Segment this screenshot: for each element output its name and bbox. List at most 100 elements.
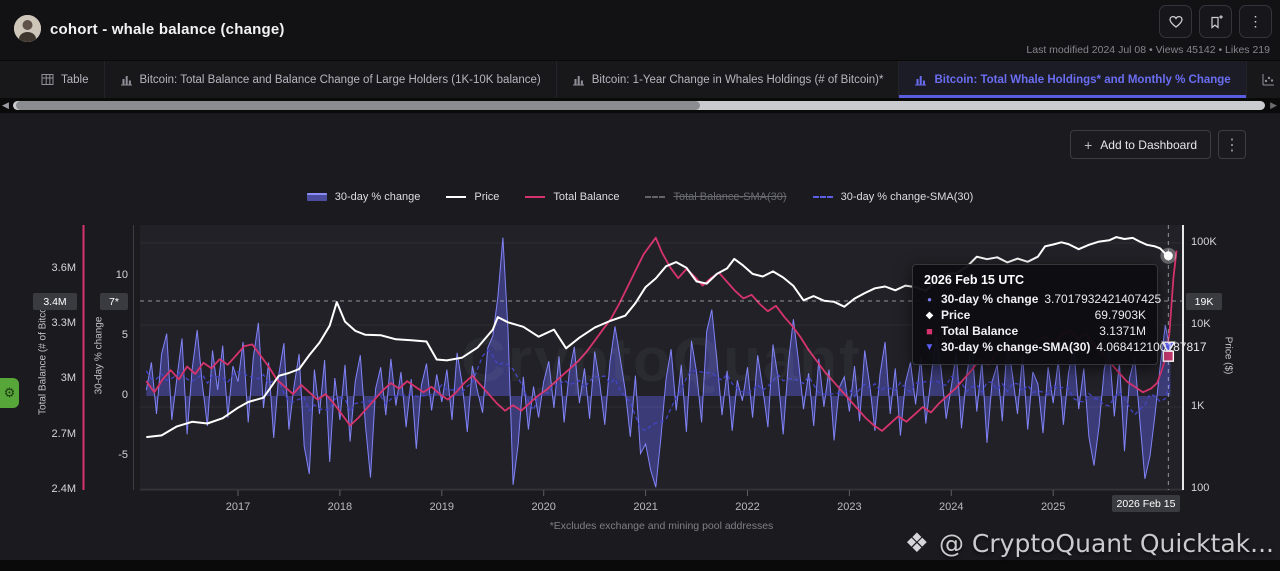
header-actions: ⋮	[1159, 5, 1272, 38]
user-avatar[interactable]	[14, 15, 41, 42]
tab-label: Bitcoin: 1-Year Change in Whales Holding…	[591, 73, 884, 86]
kebab-icon: ⋮	[1224, 136, 1240, 154]
year-tick-label: 2024	[939, 501, 964, 513]
tooltip-value: 4.068412100187817	[1096, 340, 1207, 354]
plus-icon: +	[1084, 136, 1093, 153]
tab-large-holders-balance[interactable]: Bitcoin: Total Balance and Balance Chang…	[105, 61, 557, 98]
tooltip-row: 30-day % change 3.7017932421407425	[924, 291, 1161, 307]
tooltip-label: 30-day % change-SMA(30)	[941, 340, 1091, 354]
table-icon	[41, 73, 54, 86]
legend-total-balance[interactable]: Total Balance	[525, 191, 619, 203]
scroll-right-arrow-icon[interactable]: ▶	[1270, 100, 1277, 110]
tab-table[interactable]: Table	[26, 61, 105, 98]
dashed-line-swatch-icon	[812, 196, 833, 198]
add-to-dashboard-button[interactable]: + Add to Dashboard	[1070, 130, 1211, 159]
balance-tick-label: 3M	[60, 372, 76, 385]
area-swatch-icon	[306, 193, 327, 201]
chart-options-button[interactable]: ⋮	[1218, 130, 1246, 159]
pct-change-line	[145, 237, 1171, 488]
diamond-marker-icon	[924, 309, 935, 321]
tooltip-row: Total Balance 3.1371M	[924, 323, 1146, 339]
chart-legend: 30-day % change Price Total Balance Tota…	[0, 191, 1280, 203]
tooltip-row: 30-day % change-SMA(30) 4.06841210018781…	[924, 339, 1207, 355]
bookmark-button[interactable]	[1199, 5, 1232, 38]
pct-sma-marker	[1161, 341, 1176, 354]
tooltip-value: 3.7017932421407425	[1044, 292, 1162, 306]
tab-label: Table	[61, 73, 89, 86]
cryptoquant-logo-icon: ❖	[904, 528, 929, 558]
tab-label: Bitcoin: Total Balance and Balance Chang…	[139, 73, 541, 86]
tab-bitcoin-p[interactable]: Bitcoin: P	[1247, 61, 1280, 98]
price-tick-label: 10K	[1191, 318, 1211, 330]
crosshair-balance-label: 3.4M	[33, 293, 77, 310]
triangle-marker-icon	[924, 341, 935, 353]
brand-watermark: ❖ @ CryptoQuant Quicktak...	[905, 528, 1274, 559]
square-marker-icon	[924, 326, 935, 337]
dot-marker-icon	[924, 293, 935, 305]
balance-tick-label: 2.4M	[51, 482, 76, 495]
balance-tick-label: 2.7M	[51, 427, 76, 440]
settings-flyout-button[interactable]: ⚙	[0, 378, 19, 408]
tooltip-label: Price	[941, 308, 971, 322]
pct-tick-label: 10	[115, 269, 128, 281]
pct-tick-label: -5	[118, 449, 128, 461]
header: cohort - whale balance (change) ⋮ Last m…	[0, 0, 1280, 60]
year-tick-label: 2020	[531, 501, 556, 513]
person-icon	[14, 15, 41, 42]
year-tick-label: 2018	[327, 501, 353, 513]
page-meta: Last modified 2024 Jul 08 • Views 45142 …	[1026, 44, 1270, 56]
chart-tooltip: 2026 Feb 15 UTC 30-day % change 3.701793…	[912, 264, 1207, 365]
pct-tick-label: 0	[121, 389, 128, 401]
tab-1y-change-whales[interactable]: Bitcoin: 1-Year Change in Whales Holding…	[557, 61, 900, 98]
pct-axis-title: 30-day % change	[93, 316, 105, 395]
gear-icon: ⚙	[3, 385, 16, 400]
year-tick-label: 2023	[837, 501, 862, 513]
balance-axis-title: Total Balance (# of Bitcoin)	[37, 296, 49, 415]
bar-chart-icon	[572, 73, 585, 86]
line-swatch-icon	[525, 196, 546, 198]
pct-change-sma-line	[145, 349, 1172, 432]
tooltip-value: 69.7903K	[1094, 308, 1146, 322]
legend-label: Total Balance	[553, 191, 620, 203]
scatter-chart-icon	[1262, 73, 1275, 86]
crosshair-pct-label: 7*	[100, 293, 128, 310]
tooltip-date: 2026 Feb 15 UTC	[924, 273, 1025, 287]
tooltip-row: Price 69.7903K	[924, 307, 1146, 323]
legend-label: Total Balance-SMA(30)	[673, 191, 787, 203]
chart-tabbar: Table Bitcoin: Total Balance and Balance…	[0, 60, 1280, 98]
scroll-left-arrow-icon[interactable]: ◀	[2, 100, 9, 110]
legend-30day-pct-change[interactable]: 30-day % change	[306, 191, 421, 203]
legend-label: 30-day % change-SMA(30)	[840, 191, 974, 203]
balance-tick-label: 3.3M	[51, 317, 76, 330]
tab-label: Bitcoin: Total Whale Holdings* and Month…	[934, 73, 1231, 86]
year-tick-label: 2022	[735, 501, 760, 513]
tab-total-whale-holdings-active[interactable]: Bitcoin: Total Whale Holdings* and Month…	[899, 61, 1247, 98]
kebab-icon: ⋮	[1248, 13, 1263, 29]
year-tick-label: 2019	[429, 501, 455, 513]
heart-icon	[1168, 15, 1183, 28]
balance-marker	[1162, 350, 1175, 362]
crosshair-price-label: 19K	[1186, 293, 1222, 310]
price-axis-title: Price ($)	[1222, 336, 1234, 375]
legend-total-balance-sma30[interactable]: Total Balance-SMA(30)	[645, 191, 787, 203]
scrollbar-thumb[interactable]	[16, 101, 700, 110]
price-tick-label: 1K	[1191, 400, 1205, 412]
more-options-button[interactable]: ⋮	[1239, 5, 1272, 38]
bookmark-add-icon	[1210, 14, 1223, 29]
legend-label: 30-day % change	[334, 191, 421, 203]
tab-scrollbar: ◀ ▶	[0, 99, 1280, 112]
add-to-dashboard-label: Add to Dashboard	[1100, 137, 1197, 152]
legend-price[interactable]: Price	[446, 191, 499, 203]
page-title: cohort - whale balance (change)	[50, 21, 285, 38]
price-line	[146, 236, 1169, 439]
tooltip-label: 30-day % change	[941, 292, 1039, 306]
balance-tick-label: 3.6M	[51, 262, 76, 274]
legend-label: Price	[474, 191, 500, 203]
price-tick-label: 100	[1191, 482, 1210, 494]
legend-30day-pct-change-sma30[interactable]: 30-day % change-SMA(30)	[812, 191, 974, 203]
tooltip-label: Total Balance	[941, 324, 1019, 338]
like-button[interactable]	[1159, 5, 1192, 38]
brand-text: @ CryptoQuant Quicktak...	[938, 529, 1274, 558]
tooltip-value: 3.1371M	[1099, 324, 1146, 338]
year-tick-label: 2025	[1040, 501, 1066, 513]
